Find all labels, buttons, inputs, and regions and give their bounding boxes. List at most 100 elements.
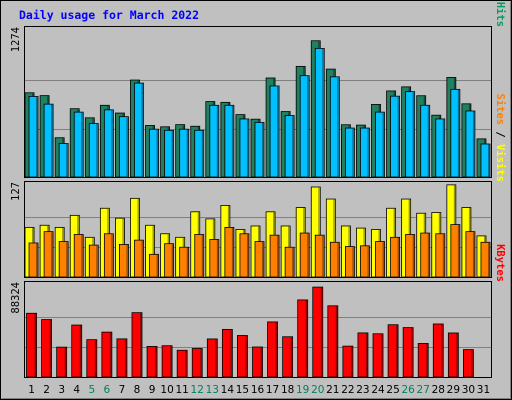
- x-axis: 1 2 3 4 5 6 7 8 9 10 11 12 13 14 15 16 17 18 19 20 21 22 23 24 2…: [28, 384, 490, 396]
- bar-shade: [442, 119, 445, 177]
- bar-kbytes-day-9: [146, 346, 158, 378]
- bar-sites-day-17: [269, 234, 280, 278]
- bar-sites-day-11: [179, 246, 190, 278]
- x-tick-label: 23: [356, 384, 369, 396]
- bar-shade: [322, 48, 324, 177]
- bar-shade: [245, 336, 247, 377]
- x-tick-label: 5: [88, 384, 95, 396]
- bar-shade: [126, 245, 128, 277]
- bar-sites-day-1: [28, 242, 39, 278]
- x-tick-label: 22: [341, 384, 354, 396]
- bar-kbytes-day-7: [116, 338, 128, 378]
- bar-shade: [426, 344, 428, 377]
- bar-shade: [185, 350, 187, 377]
- bar-shade: [200, 349, 202, 377]
- bar-shade: [141, 240, 143, 277]
- bar-shade: [111, 110, 113, 177]
- bar-kbytes-day-14: [221, 328, 233, 378]
- bar-shade: [262, 242, 264, 277]
- bar-shade: [367, 246, 369, 277]
- bar-files-day-6: [103, 109, 114, 178]
- bar-sites-day-12: [194, 234, 205, 278]
- bar-shade: [216, 105, 219, 177]
- bar-shade: [111, 234, 113, 277]
- bar-shade: [397, 96, 399, 177]
- bar-sites-day-21: [329, 241, 340, 278]
- bar-kbytes-day-21: [327, 305, 339, 378]
- bar-files-day-16: [254, 121, 265, 178]
- bar-shade: [155, 347, 157, 377]
- panel-visits-legend: Sites / Visits: [494, 93, 506, 182]
- bar-sites-day-20: [314, 234, 325, 278]
- bar-files-day-1: [28, 96, 39, 178]
- bar-shade: [230, 329, 232, 377]
- bar-shade: [290, 337, 293, 377]
- bar-kbytes-day-6: [101, 331, 113, 378]
- bar-shade: [66, 144, 68, 177]
- bar-files-day-23: [360, 127, 370, 178]
- panel-visits: 127 Sites / Visits: [10, 93, 506, 278]
- bar-files-day-15: [239, 118, 250, 178]
- bar-shade: [412, 92, 415, 177]
- bar-shade: [382, 242, 384, 277]
- bar-shade: [262, 122, 264, 177]
- bar-shade: [126, 117, 128, 177]
- legend-entry: KBytes: [494, 244, 506, 282]
- bar-shade: [322, 235, 324, 277]
- bar-kbytes-day-15: [237, 335, 248, 378]
- bar-files-day-19: [299, 75, 310, 178]
- bar-shade: [381, 334, 383, 377]
- bar-kbytes-day-5: [86, 339, 98, 378]
- bar-files-day-4: [73, 111, 84, 178]
- panel-hits: 1274 Pages / Files / Hits: [10, 0, 506, 178]
- bar-shade: [81, 235, 83, 277]
- bar-shade: [66, 242, 68, 277]
- legend-entry: Hits: [494, 2, 506, 27]
- bar-sites-day-7: [119, 244, 129, 278]
- x-tick-label: 24: [371, 384, 385, 396]
- bar-kbytes-day-26: [402, 327, 414, 378]
- bar-files-day-22: [344, 127, 355, 178]
- bar-shade: [472, 232, 475, 277]
- x-tick-label: 8: [134, 384, 141, 396]
- series-sites: [28, 224, 491, 278]
- bar-kbytes-day-18: [282, 336, 294, 378]
- bar-files-day-27: [420, 104, 431, 178]
- bar-shade: [49, 320, 51, 377]
- bar-shade: [64, 347, 67, 377]
- bar-sites-day-28: [435, 233, 446, 278]
- bar-shade: [156, 129, 158, 177]
- bar-files-day-29: [450, 88, 461, 178]
- bar-sites-day-24: [375, 241, 385, 278]
- bar-shade: [318, 187, 320, 277]
- bar-shade: [442, 234, 445, 277]
- bar-shade: [350, 346, 353, 377]
- bar-shade: [201, 130, 204, 177]
- legend-entry: Visits: [494, 144, 506, 182]
- bar-shade: [156, 254, 158, 277]
- bar-kbytes-day-17: [267, 321, 278, 378]
- chart-panels: 1274 Pages / Files / Hits 127 Sites / Visit…: [10, 0, 506, 378]
- legend-entry: Sites: [494, 93, 506, 125]
- bar-files-day-3: [58, 143, 69, 178]
- bar-shade: [305, 300, 308, 377]
- panel-kbytes-legend: KBytes: [494, 244, 506, 282]
- bar-shade: [231, 105, 234, 177]
- x-tick-label: 28: [432, 384, 445, 396]
- bar-shade: [34, 313, 36, 377]
- bar-shade: [81, 112, 83, 177]
- bar-sites-day-22: [344, 246, 355, 278]
- bar-sites-day-29: [450, 224, 461, 278]
- panel-hits-legend: Pages / Files / Hits: [494, 0, 506, 27]
- bar-shade: [487, 242, 490, 277]
- bar-files-day-30: [465, 110, 476, 178]
- bar-shade: [152, 225, 154, 277]
- x-tick-label: 17: [266, 384, 279, 396]
- bar-files-day-20: [314, 47, 325, 178]
- series-kbytes: [26, 286, 474, 378]
- bar-kbytes-day-10: [161, 345, 173, 378]
- bar-kbytes-day-29: [447, 332, 459, 378]
- bar-shade: [246, 119, 249, 177]
- bar-kbytes-day-28: [432, 323, 444, 378]
